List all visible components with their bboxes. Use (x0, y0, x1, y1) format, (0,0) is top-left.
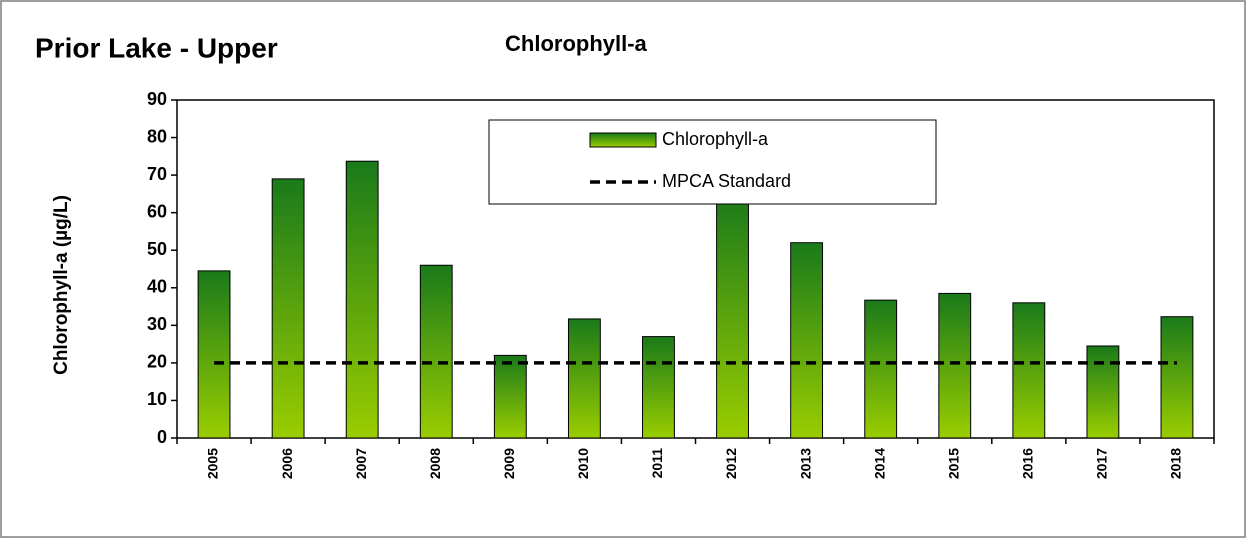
x-tick-label: 2009 (501, 448, 517, 479)
legend (488, 119, 937, 205)
chart-subtitle: Chlorophyll-a (505, 31, 648, 56)
bar (642, 336, 675, 439)
y-tick-label: 90 (147, 89, 167, 109)
y-tick-label: 70 (147, 164, 167, 184)
y-tick-label: 80 (147, 126, 167, 146)
x-tick-label: 2006 (279, 448, 295, 479)
y-tick-label: 10 (147, 389, 167, 409)
bar (197, 270, 231, 439)
bar (345, 160, 379, 439)
x-tick-label: 2017 (1094, 448, 1110, 479)
x-tick-label: 2010 (575, 448, 591, 479)
x-tick-label: 2016 (1020, 448, 1036, 479)
legend-swatch (589, 132, 657, 148)
bar (271, 178, 305, 439)
x-tick-label: 2012 (723, 448, 739, 479)
x-tick-label: 2015 (945, 448, 961, 479)
bar (1160, 316, 1194, 439)
legend-label: Chlorophyll-a (662, 129, 769, 149)
bar (790, 242, 824, 439)
y-tick-label: 40 (147, 277, 167, 297)
x-tick-label: 2018 (1168, 448, 1184, 479)
bar (419, 264, 453, 439)
x-tick-label: 2008 (427, 448, 443, 479)
bar (1086, 345, 1120, 439)
y-tick-label: 30 (147, 314, 167, 334)
bar (864, 299, 898, 439)
x-tick-label: 2014 (871, 448, 887, 479)
y-tick-label: 0 (157, 427, 167, 447)
y-tick-label: 50 (147, 239, 167, 259)
x-tick-label: 2013 (797, 448, 813, 479)
bar (938, 292, 972, 439)
legend-label: MPCA Standard (662, 171, 791, 191)
y-axis-label: Chlorophyll-a (µg/L) (51, 195, 72, 375)
bar (567, 318, 601, 439)
bar (716, 193, 749, 439)
bar (1012, 302, 1046, 439)
bar (493, 354, 527, 439)
x-tick-label: 2005 (205, 448, 221, 479)
y-tick-label: 20 (147, 352, 167, 372)
x-tick-label: 2011 (649, 448, 665, 479)
y-tick-label: 60 (147, 201, 167, 221)
x-tick-label: 2007 (353, 448, 369, 479)
chart-title: Prior Lake - Upper (35, 32, 278, 63)
